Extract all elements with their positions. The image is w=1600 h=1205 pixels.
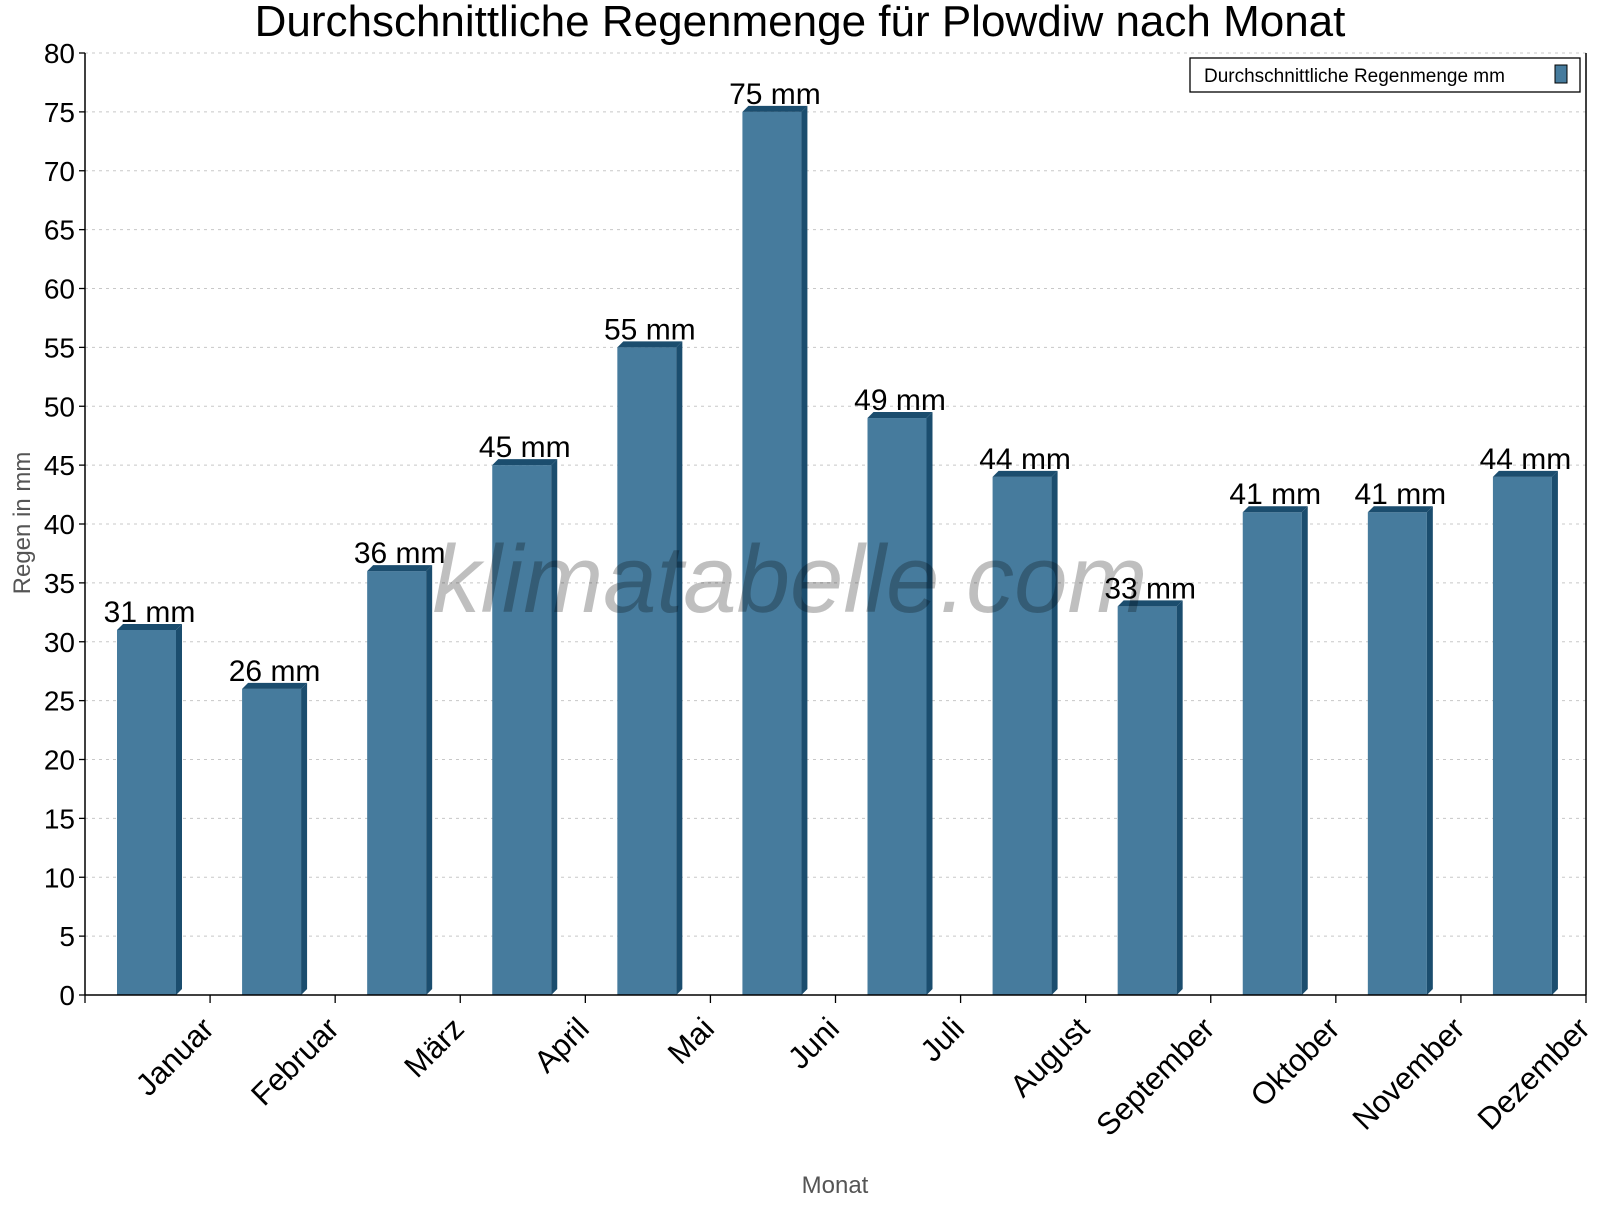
bar-top — [742, 105, 808, 112]
x-tick-label: April — [527, 1011, 596, 1080]
x-tick-label: September — [1089, 1011, 1221, 1143]
y-tick-label: 40 — [44, 509, 75, 540]
bar-top — [242, 682, 308, 689]
data-label: 31 mm — [104, 596, 196, 629]
data-label: 26 mm — [229, 655, 321, 688]
y-tick-label: 20 — [44, 745, 75, 776]
x-tick-label: März — [397, 1011, 470, 1084]
bar — [367, 571, 427, 995]
y-tick-label: 70 — [44, 156, 75, 187]
y-tick-label: 50 — [44, 391, 75, 422]
bar-side — [426, 565, 433, 995]
bar-side — [301, 682, 308, 995]
x-tick-label: Februar — [244, 1011, 346, 1113]
bar-side — [1176, 600, 1183, 995]
data-label: 44 mm — [979, 443, 1071, 476]
y-tick-label: 75 — [44, 97, 75, 128]
y-tick-label: 45 — [44, 450, 75, 481]
data-labels: 31 mm 26 mm 36 mm 45 mm 55 mm 75 mm 49 mm 44 mm… — [104, 78, 1572, 688]
x-axis-title: Monat — [802, 1172, 869, 1199]
bar-side — [801, 105, 808, 995]
y-tick-label: 0 — [59, 980, 75, 1011]
x-tick-label: Juni — [781, 1011, 846, 1076]
data-label: 41 mm — [1229, 478, 1321, 511]
y-tick-label: 35 — [44, 568, 75, 599]
data-label: 33 mm — [1104, 572, 1196, 605]
data-label: 45 mm — [479, 431, 571, 464]
bar-side — [551, 459, 558, 995]
data-label: 55 mm — [604, 313, 696, 346]
bar-side — [926, 412, 933, 995]
bar-top — [117, 623, 182, 630]
y-tick-label: 10 — [44, 862, 75, 893]
legend-label: Durchschnittliche Regenmenge mm — [1204, 66, 1505, 87]
x-tick-label: Januar — [129, 1011, 221, 1103]
legend-box — [1189, 57, 1581, 93]
bar — [117, 629, 176, 995]
bar — [242, 688, 302, 995]
bar-top — [992, 470, 1058, 477]
x-tick-label: Juli — [913, 1011, 971, 1069]
bar-top — [492, 459, 558, 466]
bar-side — [676, 341, 683, 995]
bar — [1242, 512, 1302, 995]
bar — [742, 111, 802, 995]
y-tick-label: 65 — [44, 215, 75, 246]
y-tick-label: 5 — [59, 921, 75, 952]
bar-top — [867, 412, 933, 419]
bar-side — [1051, 470, 1058, 995]
x-tick-label: August — [1003, 1010, 1096, 1103]
x-tick-label: Mai — [661, 1011, 721, 1071]
gridlines — [85, 52, 1586, 937]
bars — [117, 105, 1558, 995]
data-label: 75 mm — [729, 78, 821, 111]
bar-top — [1492, 470, 1558, 477]
bar-side — [1301, 506, 1308, 995]
legend-swatch — [1554, 64, 1568, 84]
bar-top — [1117, 600, 1183, 607]
bar — [992, 476, 1052, 995]
x-tick-label: Oktober — [1244, 1011, 1347, 1114]
bar — [492, 465, 552, 995]
data-label: 44 mm — [1480, 443, 1572, 476]
axes — [79, 52, 1587, 1003]
bar — [1367, 512, 1427, 995]
y-tick-label: 60 — [44, 274, 75, 305]
data-label: 36 mm — [354, 537, 446, 570]
bar-top — [1242, 506, 1308, 513]
bar-side — [176, 623, 182, 995]
bar — [867, 418, 927, 995]
y-tick-label: 55 — [44, 332, 75, 363]
y-tick-label: 30 — [44, 627, 75, 658]
data-label: 41 mm — [1354, 478, 1446, 511]
watermark: klimatabelle.com — [433, 526, 1148, 633]
y-axis-title: Regen in mm — [9, 452, 36, 595]
bar-top — [1367, 506, 1433, 513]
legend: Durchschnittliche Regenmenge mm — [1189, 57, 1581, 93]
bar-side — [1551, 470, 1558, 995]
data-label: 49 mm — [854, 384, 946, 417]
y-tick-label: 25 — [44, 686, 75, 717]
bar — [1492, 476, 1552, 995]
y-tick-label: 80 — [44, 38, 75, 69]
chart-title: Durchschnittliche Regenmenge für Plowdiw… — [255, 0, 1346, 46]
y-tick-label: 15 — [44, 803, 75, 834]
bar-top — [617, 341, 683, 348]
bar-side — [1426, 506, 1433, 995]
x-tick-label: Dezember — [1471, 1011, 1597, 1137]
bar — [617, 347, 677, 995]
bar — [1117, 606, 1177, 995]
x-tick-label: November — [1346, 1011, 1472, 1137]
bar-top — [367, 565, 433, 572]
